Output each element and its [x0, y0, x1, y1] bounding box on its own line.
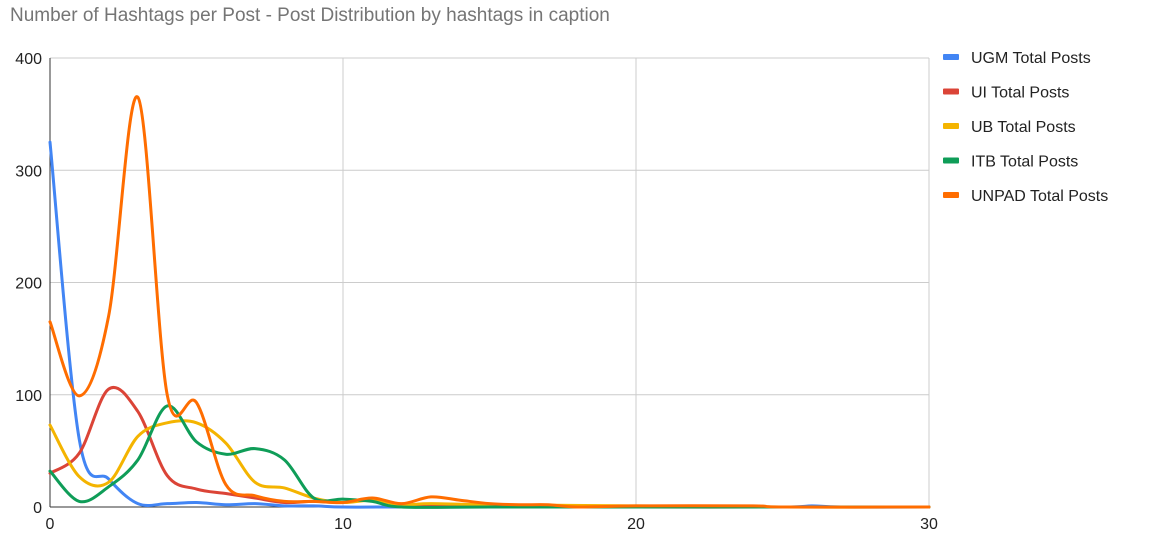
series-line-ugm: [48, 140, 931, 509]
y-tick-label: 0: [33, 500, 42, 517]
legend: UGM Total Posts UI Total Posts UB Total Po…: [943, 50, 1108, 205]
legend-swatch: [943, 192, 959, 198]
legend-label: UNPAD Total Posts: [971, 188, 1108, 205]
y-tick-label: 100: [15, 388, 42, 405]
legend-label: UB Total Posts: [971, 119, 1076, 136]
x-tick-label: 30: [920, 516, 938, 533]
x-tick-label: 10: [334, 516, 352, 533]
grid-lines: [50, 57, 930, 507]
tick-labels: 0 100 200 300 400 0 10 20 30: [15, 51, 938, 533]
legend-label: ITB Total Posts: [971, 154, 1078, 171]
x-tick-label: 20: [627, 516, 645, 533]
legend-swatch: [943, 54, 959, 60]
series-line-itb: [48, 404, 931, 509]
series-line-unpad: [48, 95, 931, 509]
y-tick-label: 300: [15, 163, 42, 180]
series-line-ui: [48, 386, 931, 509]
series-lines: [48, 95, 931, 509]
legend-swatch: [943, 157, 959, 164]
y-tick-label: 200: [15, 276, 42, 293]
legend-label: UI Total Posts: [971, 85, 1069, 102]
legend-swatch: [943, 88, 959, 95]
y-tick-label: 400: [15, 51, 42, 68]
legend-swatch: [943, 123, 959, 129]
series-line-ub: [48, 419, 931, 509]
x-tick-label: 0: [46, 516, 55, 533]
chart-title: Number of Hashtags per Post - Post Distr…: [10, 5, 610, 26]
legend-label: UGM Total Posts: [971, 50, 1091, 67]
